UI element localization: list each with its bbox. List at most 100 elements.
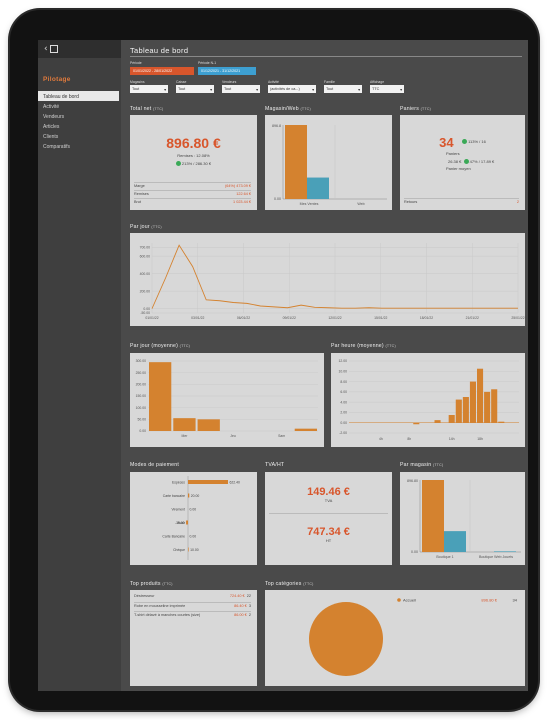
sidebar-item-tableau-de-bord[interactable]: Tableau de bord <box>38 91 119 101</box>
magasins-ymin: 0.00 <box>274 197 281 201</box>
filter-select-vendeurs[interactable]: Tout ▾ <box>222 85 260 93</box>
x-tick-label: 06/01/22 <box>237 316 250 320</box>
filter-select-activite[interactable]: (activités de ca...) ▾ <box>268 85 316 93</box>
magasins-chart: 896.8 0.00 Mes Ventes Web <box>272 124 387 206</box>
legend-swatch <box>397 598 401 602</box>
filter-select-caisse[interactable]: Tout ▾ <box>176 85 214 93</box>
filter-label-caisse: Caisse <box>176 80 187 84</box>
y-tick-label: 0.00 <box>340 421 347 425</box>
back-icon[interactable]: ‹ <box>44 44 48 54</box>
top-categories-chart: Accueil 896.80 € 34 <box>309 598 518 676</box>
y-tick-label: 2.00 <box>340 411 347 415</box>
mode-label: Carte bancaire <box>163 494 185 498</box>
tva-divider <box>269 513 388 514</box>
paniers-count: 34 <box>439 135 454 150</box>
total-net-row-marge: Marge (64%) 473.09 € <box>134 182 251 188</box>
filter-label-magasins: Magasins <box>130 80 145 84</box>
periode-button[interactable]: 01/01/2022 - 28/01/2022 <box>130 67 194 75</box>
sidebar: ‹ Pilotage Tableau de bord Activité Vend… <box>38 40 121 691</box>
y-tick-label: 50.00 <box>138 418 147 422</box>
par-magasin-ymin: 0.00 <box>411 550 418 554</box>
bar <box>491 389 498 423</box>
x-tick-label: 25/01/22 <box>511 316 524 320</box>
section-title-total-net: Total net (TTC) <box>130 106 164 112</box>
ht-label: HT <box>325 538 332 543</box>
filter-value: Tout <box>178 87 186 91</box>
section-title-paniers: Paniers (TTC) <box>400 106 432 112</box>
mode-label: Virement <box>171 508 185 512</box>
section-title-top-produits: Top produits (TTC) <box>130 581 173 587</box>
bar <box>462 397 469 423</box>
chevron-down-icon: ▾ <box>164 88 166 92</box>
title-divider <box>130 56 522 57</box>
filter-select-famille[interactable]: Tout ▾ <box>324 85 362 93</box>
up-arrow-icon <box>175 161 181 167</box>
total-net-value: 896.80 € <box>166 135 221 151</box>
chevron-down-icon: ▾ <box>312 88 314 92</box>
top-produit-row: T-shirt délavé à manches courtes (size) 8… <box>134 611 251 617</box>
magasins-ymax: 896.8 <box>272 124 281 128</box>
chevron-down-icon: ▾ <box>210 88 212 92</box>
panel-tva: 149.46 € TVA 747.34 € HT <box>265 472 392 565</box>
total-net-remises: Remises : 12.08% <box>177 153 210 158</box>
mode-value: 0.00 <box>190 508 197 512</box>
grid-icon[interactable] <box>49 45 58 53</box>
bar <box>477 368 484 423</box>
mode-label: Espèces <box>172 481 185 485</box>
x-tick-label: 21/01/22 <box>466 316 479 320</box>
x-tick-label: Jeu <box>230 434 236 438</box>
periode-n1-button[interactable]: 01/12/2021 - 31/12/2021 <box>198 67 256 75</box>
mode-bar <box>188 493 190 498</box>
x-tick-label: Sam <box>278 434 285 438</box>
up-arrow-icon <box>462 139 468 145</box>
panel-par-jour: 700.00 600.00 400.00 200.00 0.00 -50.00 01/01/… <box>130 233 525 326</box>
y-tick-label: 700.00 <box>140 246 150 250</box>
chevron-down-icon: ▾ <box>400 88 402 92</box>
sidebar-brand: Pilotage <box>43 76 71 83</box>
top-produit-row: Déstresseur 724.40 € 22 <box>134 594 251 598</box>
section-title-par-magasin: Par magasin (TTC) <box>400 462 444 468</box>
y-tick-label: 400.00 <box>140 272 150 276</box>
y-tick-label: -2.00 <box>339 431 347 435</box>
app-screen: ‹ Pilotage Tableau de bord Activité Vend… <box>38 40 528 691</box>
mode-bar <box>188 547 189 552</box>
sidebar-item-comparatifs[interactable]: Comparatifs <box>43 144 70 150</box>
filter-select-affichage[interactable]: TTC ▾ <box>370 85 404 93</box>
x-tick-label: 18h <box>477 437 483 441</box>
par-magasin-xlabel-1: Boutique Web Jouets <box>479 555 513 559</box>
paniers-count-label: Paniers <box>446 151 460 156</box>
x-tick-label: 8h <box>407 437 411 441</box>
section-title-magasins: Magasin/Web (TTC) <box>265 106 311 112</box>
mode-label: Avoir <box>177 521 186 525</box>
panel-top-categories: Accueil 896.80 € 34 <box>265 590 525 686</box>
mode-label: Chèque <box>173 548 185 552</box>
sidebar-item-activite[interactable]: Activité <box>43 104 60 110</box>
bar <box>498 421 505 423</box>
sidebar-item-vendeurs[interactable]: Vendeurs <box>43 114 65 120</box>
mode-bar <box>188 480 228 484</box>
bar <box>448 415 455 423</box>
filter-label-activite: Activité <box>268 80 279 84</box>
chevron-down-icon: ▾ <box>358 88 360 92</box>
bar <box>197 419 220 431</box>
y-tick-label: 4.00 <box>340 400 347 404</box>
filter-value: (activités de ca...) <box>270 87 300 91</box>
paniers-row-retours: Retours 2 <box>404 198 519 204</box>
y-tick-label: 250.00 <box>136 371 146 375</box>
filter-select-magasins[interactable]: Tout ▾ <box>130 85 168 93</box>
y-tick-label: 10.00 <box>339 369 348 373</box>
x-tick-label: 01/01/22 <box>145 316 158 320</box>
total-net-row-remises: Remises 122.64 € <box>134 190 251 196</box>
sidebar-item-clients[interactable]: Clients <box>43 134 59 140</box>
mode-bar <box>186 520 188 525</box>
par-magasin-xlabel-0: Boutique 1 <box>436 555 453 559</box>
y-tick-label: 600.00 <box>140 254 150 258</box>
ht-value: 747.34 € <box>307 526 350 538</box>
sidebar-item-articles[interactable]: Articles <box>43 124 60 130</box>
magasins-xlabel-1: Web <box>357 202 364 206</box>
panel-par-jour-moyenne: 300.00 250.00 200.00 150.00 100.00 50.00 0.00 M… <box>130 353 324 447</box>
bar <box>484 391 491 423</box>
bar <box>294 428 317 431</box>
series-line <box>151 244 518 309</box>
mode-value: 20.00 <box>191 494 200 498</box>
